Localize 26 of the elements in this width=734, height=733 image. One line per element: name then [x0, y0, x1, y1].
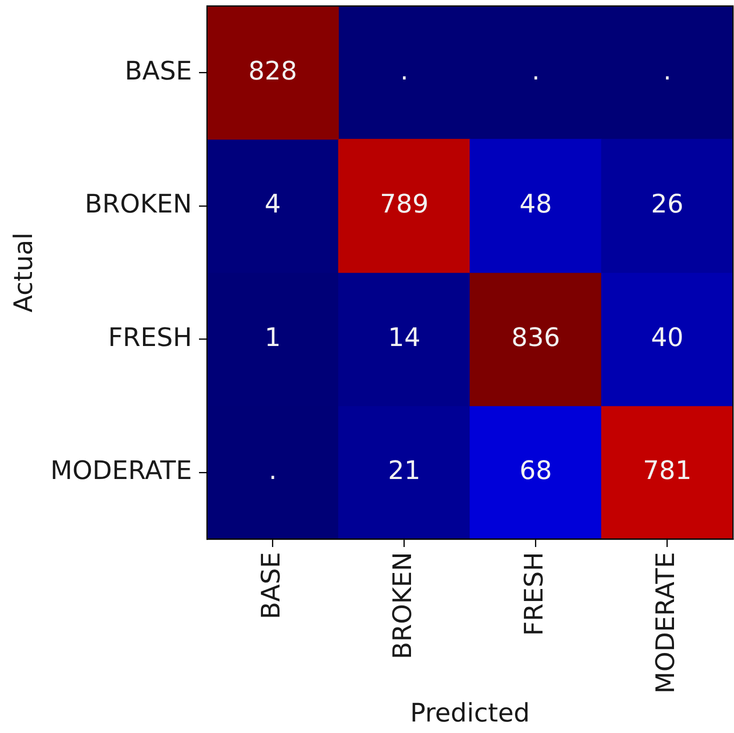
data-label: 48: [520, 190, 552, 220]
x-tick-label: MODERATE: [650, 552, 681, 694]
y-tick-label: FRESH: [108, 322, 192, 353]
data-label: 26: [651, 190, 684, 220]
y-tick-label: MODERATE: [50, 456, 192, 486]
x-tick-label: FRESH: [519, 552, 550, 636]
data-label: 4: [264, 190, 281, 220]
text: .: [663, 56, 672, 86]
text: .: [268, 456, 277, 486]
data-label: 836: [511, 322, 560, 353]
y-tick-label: BROKEN: [84, 190, 192, 220]
x-tick-label: BROKEN: [388, 552, 418, 660]
data-label: 781: [642, 456, 692, 486]
data-label: 40: [651, 322, 684, 353]
data-label: 21: [388, 456, 420, 486]
data-label: 828: [248, 56, 298, 86]
data-label: 1: [264, 322, 281, 353]
y-tick-label: BASE: [124, 56, 192, 86]
data-label: 14: [388, 322, 420, 353]
text: .: [400, 56, 408, 86]
x-tick-label: BASE: [256, 552, 286, 620]
x-axis-title: Predicted: [410, 698, 530, 728]
data-label: 68: [520, 456, 552, 486]
data-label: 789: [380, 190, 429, 220]
y-axis-title: Actual: [8, 232, 39, 312]
text: .: [532, 56, 540, 86]
